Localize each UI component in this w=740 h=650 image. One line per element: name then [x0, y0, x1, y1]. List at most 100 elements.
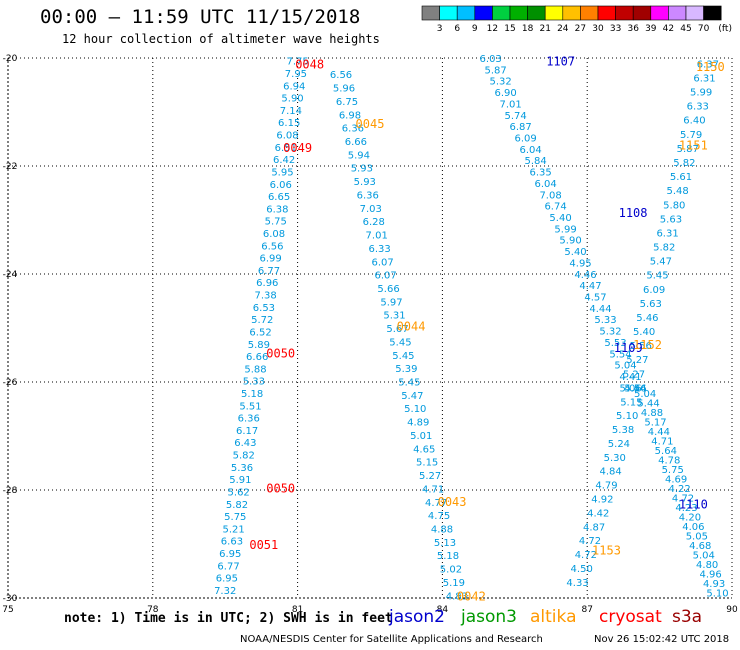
swh-value: 4.71	[422, 484, 444, 495]
swh-value: 5.27	[626, 355, 648, 366]
swh-value: 5.15	[416, 458, 438, 469]
swh-value: 5.75	[662, 465, 684, 476]
swh-value: 5.80	[663, 200, 685, 211]
swh-value: 5.61	[670, 172, 692, 183]
swh-value: 6.95	[219, 549, 241, 560]
swh-value: 7.32	[214, 586, 236, 597]
swh-value: 6.56	[261, 241, 283, 252]
x-tick-label: 78	[147, 605, 159, 615]
pass-time-label: 1153	[592, 543, 621, 557]
swh-value: 5.33	[243, 377, 265, 388]
swh-value: 6.33	[687, 102, 709, 113]
swh-value: 5.89	[248, 340, 270, 351]
swh-value: 4.93	[703, 579, 725, 590]
swh-value: 5.53	[604, 338, 626, 349]
swh-value: 6.15	[278, 118, 300, 129]
swh-value: 4.46	[574, 270, 596, 281]
pass-time-label: 1151	[679, 138, 708, 152]
chart-subtitle: 12 hour collection of altimeter wave hei…	[62, 32, 380, 46]
swh-value: 4.44	[589, 304, 611, 315]
colorbar-label: 12	[487, 24, 498, 34]
colorbar-swatch	[580, 5, 599, 21]
swh-value: 5.31	[383, 311, 405, 322]
swh-value: 5.06	[620, 383, 642, 394]
y-tick-label: -20	[3, 54, 18, 64]
swh-value: 6.03	[480, 54, 502, 65]
swh-value: 4.77	[425, 498, 447, 509]
swh-value: 5.04	[614, 361, 636, 372]
pass-time-label: 1108	[619, 206, 648, 220]
swh-value: 5.21	[222, 524, 244, 535]
swh-value: 7.75	[286, 57, 308, 68]
colorbar-label: 33	[610, 24, 621, 34]
swh-value: 6.07	[371, 257, 393, 268]
swh-value: 4.06	[682, 522, 704, 533]
swh-value: 5.39	[395, 364, 417, 375]
swh-value: 5.51	[239, 401, 261, 412]
swh-value: 5.45	[392, 351, 414, 362]
colorbar-swatch	[421, 5, 440, 21]
swh-value: 5.99	[690, 88, 712, 99]
x-tick-label: 75	[2, 605, 13, 615]
chart-grid	[7, 57, 733, 599]
swh-value: 5.02	[440, 565, 462, 576]
swh-value: 4.42	[587, 508, 609, 519]
chart-tracks: 7.757.956.945.907.146.156.086.516.425.95…	[214, 54, 729, 602]
swh-value: 5.38	[612, 425, 634, 436]
swh-value: 5.46	[636, 313, 658, 324]
y-axis: -20 -22 -24 -26 -28 -30	[3, 54, 18, 604]
colorbar-swatch	[685, 5, 704, 21]
swh-value: 5.36	[231, 463, 253, 474]
swh-value: 6.17	[236, 426, 258, 437]
colorbar: 3 6 9 12 15 18 21 24 27 30 33 36 39 42 45 70 (ft)	[421, 5, 732, 34]
swh-value: 5.72	[251, 315, 273, 326]
swh-value: 5.32	[599, 327, 621, 338]
swh-value: 7.14	[280, 106, 302, 117]
swh-value: 6.51	[275, 143, 297, 154]
swh-value: 7.01	[500, 99, 522, 110]
swh-value: 6.65	[268, 192, 290, 203]
swh-value: 5.27	[623, 369, 645, 380]
swh-value: 6.33	[369, 244, 391, 255]
swh-value: 4.47	[579, 281, 601, 292]
x-tick-label: 81	[292, 605, 303, 615]
legend-cryosat: cryosat	[599, 607, 662, 627]
x-tick-label: 87	[581, 605, 592, 615]
swh-value: 4.41	[619, 372, 641, 383]
swh-value: 5.97	[380, 297, 402, 308]
swh-value: 5.74	[504, 111, 526, 122]
swh-value: 5.40	[633, 327, 655, 338]
swh-value: 4.72	[575, 550, 597, 561]
swh-value: 5.19	[443, 578, 465, 589]
swh-value: 6.87	[509, 122, 531, 133]
pass-time-label: 0050	[266, 481, 295, 495]
swh-value: 5.30	[604, 453, 626, 464]
colorbar-label: 42	[663, 24, 674, 34]
swh-value: 4.71	[651, 436, 673, 447]
swh-value: 5.79	[680, 130, 702, 141]
swh-value: 5.90	[281, 94, 303, 105]
x-tick-label: 84	[437, 605, 449, 615]
swh-value: 4.69	[665, 474, 687, 485]
swh-value: 4.83	[446, 591, 468, 602]
swh-value: 6.31	[693, 73, 715, 84]
swh-value: 5.44	[624, 383, 646, 394]
swh-value: 5.01	[410, 431, 432, 442]
colorbar-unit: (ft)	[718, 24, 732, 34]
swh-value: 5.45	[389, 337, 411, 348]
y-tick-label: -26	[3, 378, 18, 388]
swh-value: 6.56	[330, 70, 352, 81]
swh-value: 5.82	[653, 243, 675, 254]
swh-value: 4.87	[583, 522, 605, 533]
swh-value: 5.10	[706, 589, 728, 600]
colorbar-swatch	[474, 5, 493, 21]
swh-value: 6.42	[273, 155, 295, 166]
colorbar-label: 45	[680, 24, 691, 34]
swh-value: 6.63	[221, 537, 243, 548]
x-axis: 75 78 81 84 87 90	[2, 605, 738, 615]
swh-value: 5.15	[620, 397, 642, 408]
swh-value: 6.08	[276, 131, 298, 142]
swh-value: 6.09	[643, 285, 665, 296]
swh-value: 5.99	[554, 224, 576, 235]
